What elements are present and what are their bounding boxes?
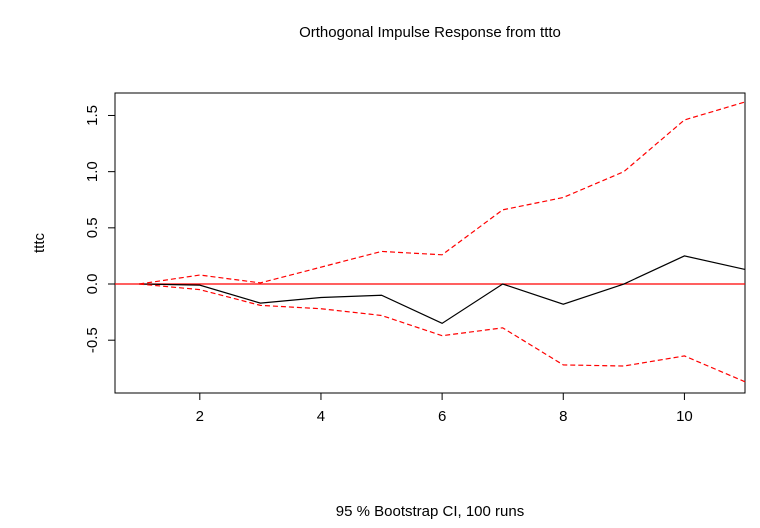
series-line <box>139 101 746 285</box>
series-line <box>139 283 746 383</box>
plot-frame <box>114 92 746 394</box>
y-tick-label: 0.5 <box>84 217 101 238</box>
x-tick-label: 2 <box>196 408 204 425</box>
x-tick-label: 8 <box>559 408 567 425</box>
y-axis-label: tttc <box>31 233 48 254</box>
x-axis-label: 95 % Bootstrap CI, 100 runs <box>336 503 524 520</box>
y-tick-label: -0.5 <box>84 327 101 353</box>
y-tick-label: 1.5 <box>84 105 101 126</box>
chart-title: Orthogonal Impulse Response from ttto <box>299 24 561 41</box>
series-line <box>139 255 746 325</box>
x-tick-label: 10 <box>676 408 693 425</box>
y-tick-label: 1.0 <box>84 161 101 182</box>
x-tick-label: 6 <box>438 408 446 425</box>
y-tick-label: 0.0 <box>84 274 101 295</box>
x-tick-label: 4 <box>317 408 325 425</box>
